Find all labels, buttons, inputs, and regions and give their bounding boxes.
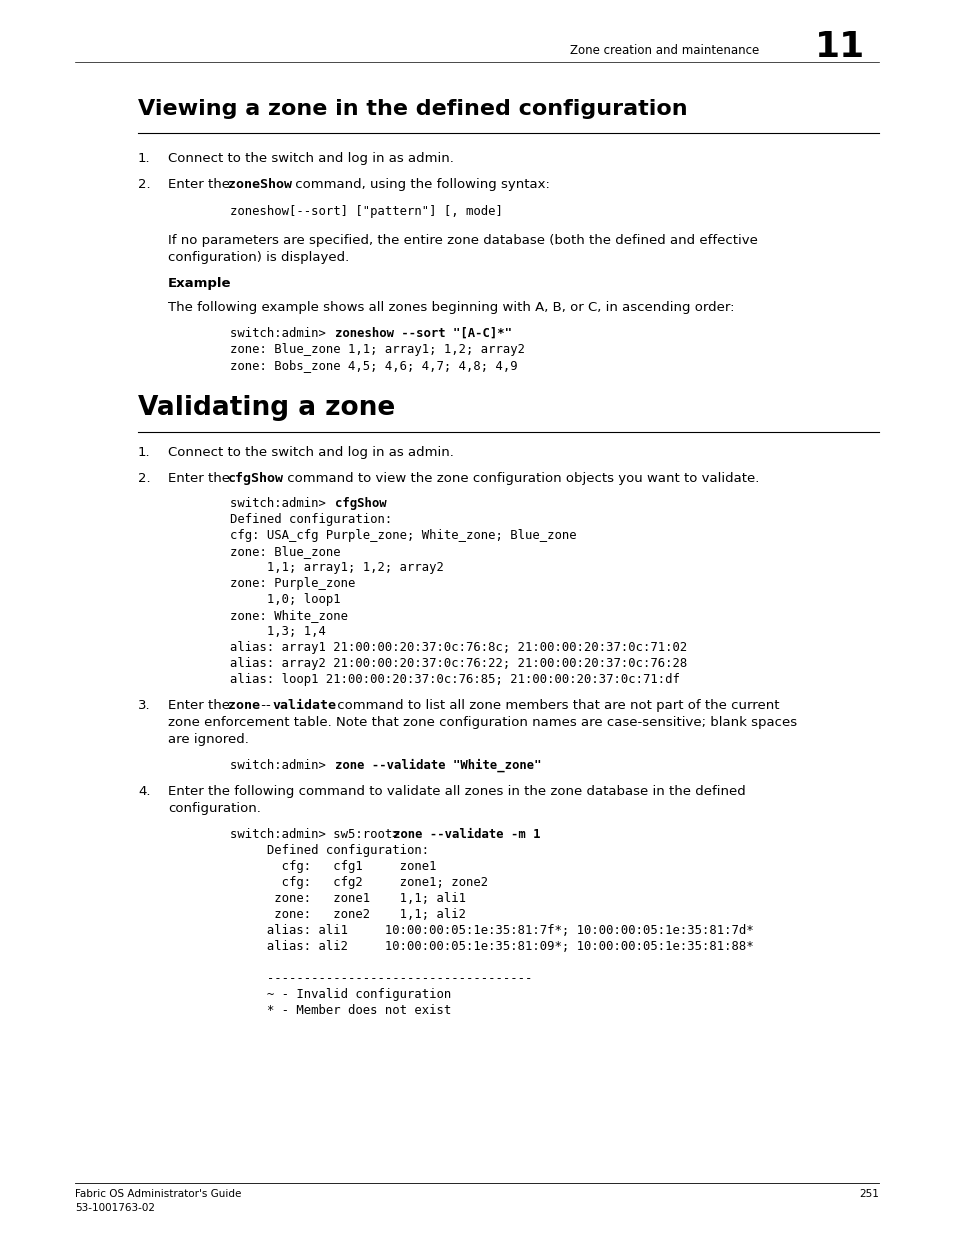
Text: If no parameters are specified, the entire zone database (both the defined and e: If no parameters are specified, the enti… [168, 233, 757, 247]
Text: zone --validate -m 1: zone --validate -m 1 [393, 827, 540, 841]
Text: zone: Bobs_zone 4,5; 4,6; 4,7; 4,8; 4,9: zone: Bobs_zone 4,5; 4,6; 4,7; 4,8; 4,9 [230, 359, 517, 372]
Text: alias: ali2     10:00:00:05:1e:35:81:09*; 10:00:00:05:1e:35:81:88*: alias: ali2 10:00:00:05:1e:35:81:09*; 10… [230, 940, 753, 953]
Text: zone: Blue_zone 1,1; array1; 1,2; array2: zone: Blue_zone 1,1; array1; 1,2; array2 [230, 343, 524, 356]
Text: 1,3; 1,4: 1,3; 1,4 [230, 625, 326, 638]
Text: configuration.: configuration. [168, 802, 260, 815]
Text: Zone creation and maintenance: Zone creation and maintenance [569, 44, 759, 57]
Text: zoneshow --sort "[A-C]*": zoneshow --sort "[A-C]*" [335, 327, 512, 340]
Text: Viewing a zone in the defined configuration: Viewing a zone in the defined configurat… [138, 99, 687, 119]
Text: Validating a zone: Validating a zone [138, 395, 395, 421]
Text: cfgShow: cfgShow [228, 472, 284, 485]
Text: Defined configuration:: Defined configuration: [230, 844, 429, 857]
Text: 2.: 2. [138, 472, 151, 485]
Text: 3.: 3. [138, 699, 151, 713]
Text: --: -- [256, 699, 271, 713]
Text: 1.: 1. [138, 152, 151, 165]
Text: 4.: 4. [138, 785, 151, 798]
Text: switch:admin>: switch:admin> [230, 760, 333, 772]
Text: Enter the following command to validate all zones in the zone database in the de: Enter the following command to validate … [168, 785, 745, 798]
Text: command to view the zone configuration objects you want to validate.: command to view the zone configuration o… [283, 472, 759, 485]
Text: Fabric OS Administrator's Guide: Fabric OS Administrator's Guide [75, 1189, 241, 1199]
Text: The following example shows all zones beginning with A, B, or C, in ascending or: The following example shows all zones be… [168, 301, 734, 314]
Text: zone: Blue_zone: zone: Blue_zone [230, 545, 340, 558]
Text: 1,1; array1; 1,2; array2: 1,1; array1; 1,2; array2 [230, 561, 443, 574]
Text: Connect to the switch and log in as admin.: Connect to the switch and log in as admi… [168, 152, 454, 165]
Text: zone:   zone2    1,1; ali2: zone: zone2 1,1; ali2 [230, 908, 465, 921]
Text: zone: Purple_zone: zone: Purple_zone [230, 577, 355, 590]
Text: cfg:   cfg1     zone1: cfg: cfg1 zone1 [230, 860, 436, 873]
Text: alias: array1 21:00:00:20:37:0c:76:8c; 21:00:00:20:37:0c:71:02: alias: array1 21:00:00:20:37:0c:76:8c; 2… [230, 641, 686, 655]
Text: switch:admin>: switch:admin> [230, 496, 333, 510]
Text: alias: array2 21:00:00:20:37:0c:76:22; 21:00:00:20:37:0c:76:28: alias: array2 21:00:00:20:37:0c:76:22; 2… [230, 657, 686, 671]
Text: zone:   zone1    1,1; ali1: zone: zone1 1,1; ali1 [230, 892, 465, 905]
Text: cfg: USA_cfg Purple_zone; White_zone; Blue_zone: cfg: USA_cfg Purple_zone; White_zone; Bl… [230, 529, 576, 542]
Text: Enter the: Enter the [168, 472, 234, 485]
Text: zone: White_zone: zone: White_zone [230, 609, 348, 622]
Text: zoneShow: zoneShow [228, 178, 292, 191]
Text: command, using the following syntax:: command, using the following syntax: [291, 178, 549, 191]
Text: validate: validate [272, 699, 335, 713]
Text: zone: zone [228, 699, 260, 713]
Text: alias: ali1     10:00:00:05:1e:35:81:7f*; 10:00:00:05:1e:35:81:7d*: alias: ali1 10:00:00:05:1e:35:81:7f*; 10… [230, 924, 753, 937]
Text: 2.: 2. [138, 178, 151, 191]
Text: Connect to the switch and log in as admin.: Connect to the switch and log in as admi… [168, 446, 454, 459]
Text: cfg:   cfg2     zone1; zone2: cfg: cfg2 zone1; zone2 [230, 876, 488, 889]
Text: 1.: 1. [138, 446, 151, 459]
Text: cfgShow: cfgShow [335, 496, 386, 510]
Text: zoneshow[--sort] ["pattern"] [, mode]: zoneshow[--sort] ["pattern"] [, mode] [230, 205, 502, 219]
Text: 1,0; loop1: 1,0; loop1 [230, 593, 340, 606]
Text: Example: Example [168, 277, 232, 290]
Text: switch:admin>: switch:admin> [230, 327, 333, 340]
Text: * - Member does not exist: * - Member does not exist [230, 1004, 451, 1016]
Text: ------------------------------------: ------------------------------------ [230, 972, 532, 986]
Text: Enter the: Enter the [168, 699, 234, 713]
Text: 11: 11 [814, 30, 864, 64]
Text: switch:admin> sw5:root>: switch:admin> sw5:root> [230, 827, 407, 841]
Text: are ignored.: are ignored. [168, 734, 249, 746]
Text: zone --validate "White_zone": zone --validate "White_zone" [335, 758, 541, 772]
Text: zone enforcement table. Note that zone configuration names are case-sensitive; b: zone enforcement table. Note that zone c… [168, 716, 797, 729]
Text: 251: 251 [859, 1189, 878, 1199]
Text: ~ - Invalid configuration: ~ - Invalid configuration [230, 988, 451, 1002]
Text: alias: loop1 21:00:00:20:37:0c:76:85; 21:00:00:20:37:0c:71:df: alias: loop1 21:00:00:20:37:0c:76:85; 21… [230, 673, 679, 685]
Text: configuration) is displayed.: configuration) is displayed. [168, 251, 349, 264]
Text: Enter the: Enter the [168, 178, 234, 191]
Text: command to list all zone members that are not part of the current: command to list all zone members that ar… [333, 699, 779, 713]
Text: Defined configuration:: Defined configuration: [230, 513, 392, 526]
Text: 53-1001763-02: 53-1001763-02 [75, 1203, 154, 1213]
